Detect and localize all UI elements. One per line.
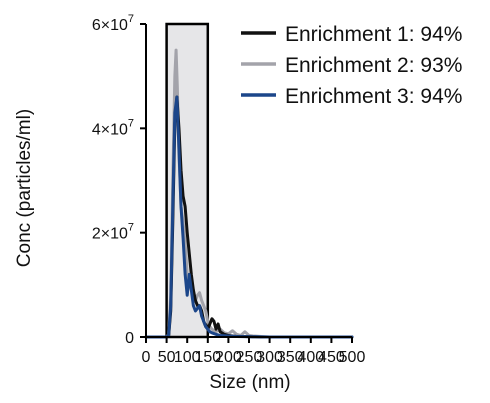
x-tick-label: 350 [277,349,304,366]
legend-label-1: Enrichment 1: 94% [285,23,462,46]
legend: Enrichment 1: 94% Enrichment 2: 93% Enrich… [241,23,462,108]
x-axis-title: Size (nm) [209,372,290,393]
y-tick-label: 2×107 [92,222,134,243]
x-tick-label: 450 [318,349,345,366]
series-line-3 [144,95,354,339]
x-tick-label: 250 [236,349,263,366]
x-tick-label: 200 [215,349,242,366]
x-tick-label: 50 [158,349,176,366]
y-tick-label: 6×107 [92,13,134,34]
y-tick-label: 0 [125,330,134,347]
x-tick-label: 100 [174,349,201,366]
x-tick-label: 400 [297,349,324,366]
legend-label-3: Enrichment 3: 94% [285,85,462,108]
x-tick-label: 500 [339,349,366,366]
x-tick-label: 150 [194,349,221,366]
y-axis-title: Conc (particles/ml) [14,109,35,267]
x-tick-label: 0 [142,349,151,366]
x-tick-label: 300 [256,349,283,366]
y-tick-label: 4×107 [92,117,134,138]
series-layer [144,48,354,339]
legend-label-2: Enrichment 2: 93% [285,54,462,77]
